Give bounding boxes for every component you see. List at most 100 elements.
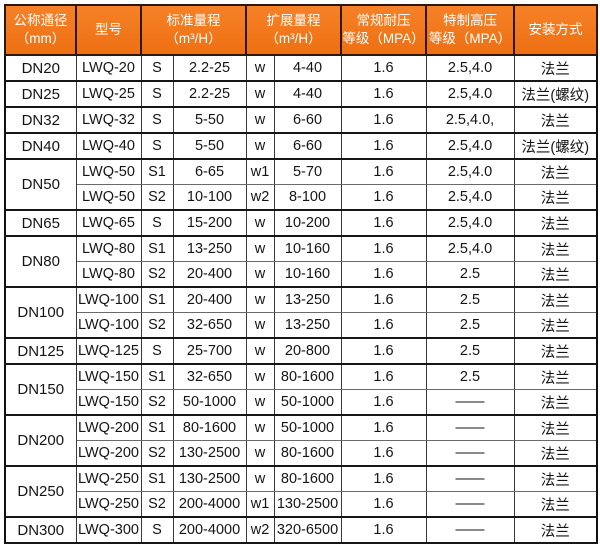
cell-dn: DN65	[4, 209, 77, 237]
cell-standard-range: 2.2-25	[172, 54, 247, 82]
cell-standard-code: S1	[140, 465, 174, 492]
cell-regular-pressure: 1.6	[340, 440, 427, 467]
cell-standard-range: 80-1600	[172, 414, 247, 441]
header-label: 特制高压	[443, 12, 497, 28]
table-row: LWQ-100 S2 32-650 w 13-250 1.6 2.5 法兰	[5, 312, 598, 339]
cell-high-pressure: 2.5,4.0	[425, 132, 515, 160]
cell-dn: DN125	[4, 337, 77, 365]
table-row: DN80 LWQ-80 S1 13-250 w 10-160 1.6 2.5,4.0 法兰	[4, 235, 598, 288]
cell-standard-code: S1	[140, 363, 174, 390]
flow-meter-spec-table: 公称通径 （mm） 型号 标准量程 （m³/H） 扩展量程 （m³/H） 常规耐…	[4, 4, 598, 544]
cell-extended-range: 4-40	[273, 80, 342, 108]
header-unit: 等级（MPA）	[342, 31, 425, 46]
cell-regular-pressure: 1.6	[340, 209, 427, 237]
header-unit: （mm）	[15, 31, 66, 46]
cell-installation: 法兰	[513, 389, 598, 416]
cell-installation: 法兰	[513, 106, 598, 134]
cell-standard-code: S1	[140, 235, 174, 262]
cell-extended-range: 8-100	[273, 184, 342, 211]
cell-installation: 法兰	[513, 491, 598, 518]
cell-regular-pressure: 1.6	[340, 80, 427, 108]
cell-regular-pressure: 1.6	[340, 261, 427, 288]
cell-standard-code: S1	[140, 286, 174, 313]
table-row: DN50 LWQ-50 S1 6-65 w1 5-70 1.6 2.5,4.0 法兰	[4, 158, 598, 211]
table-row: LWQ-80 S2 20-400 w 10-160 1.6 2.5 法兰	[5, 261, 598, 288]
cell-high-pressure: 2.5,4.0	[425, 54, 515, 82]
cell-model: LWQ-65	[75, 209, 142, 237]
cell-dn: DN150	[4, 363, 77, 416]
cell-extended-code: w	[245, 209, 275, 237]
cell-high-pressure: 2.5	[425, 312, 515, 339]
cell-extended-code: w	[245, 465, 275, 492]
cell-installation: 法兰(螺纹)	[513, 80, 598, 108]
cell-standard-code: S2	[140, 389, 174, 416]
cell-extended-code: w	[245, 389, 275, 416]
cell-model: LWQ-300	[75, 516, 142, 544]
cell-installation: 法兰(螺纹)	[513, 132, 598, 160]
cell-regular-pressure: 1.6	[340, 132, 427, 160]
cell-regular-pressure: 1.6	[340, 491, 427, 518]
cell-high-pressure: ——	[425, 389, 515, 416]
cell-extended-range: 130-2500	[273, 491, 342, 518]
cell-installation: 法兰	[513, 440, 598, 467]
cell-standard-range: 200-4000	[172, 516, 247, 544]
table-row: DN20 LWQ-20 S 2.2-25 w 4-40 1.6 2.5,4.0 法兰	[4, 54, 598, 82]
table-row: DN40 LWQ-40 S 5-50 w 6-60 1.6 2.5,4.0 法兰(螺纹)	[4, 132, 598, 160]
cell-dn: DN200	[4, 414, 77, 467]
cell-high-pressure: ——	[425, 465, 515, 492]
cell-model: LWQ-20	[75, 54, 142, 82]
cell-dn: DN20	[4, 54, 77, 82]
cell-standard-code: S	[140, 209, 174, 237]
cell-regular-pressure: 1.6	[340, 414, 427, 441]
cell-standard-code: S2	[140, 184, 174, 211]
cell-model: LWQ-80	[75, 261, 142, 288]
cell-extended-range: 50-1000	[273, 389, 342, 416]
cell-regular-pressure: 1.6	[340, 54, 427, 82]
cell-standard-code: S	[140, 80, 174, 108]
cell-standard-code: S1	[140, 414, 174, 441]
cell-model: LWQ-250	[75, 465, 142, 492]
col-header-extended-range: 扩展量程 （m³/H）	[245, 4, 342, 56]
cell-high-pressure: ——	[425, 440, 515, 467]
cell-standard-range: 5-50	[172, 106, 247, 134]
cell-model: LWQ-200	[75, 414, 142, 441]
cell-dn: DN300	[4, 516, 77, 544]
cell-model: LWQ-50	[75, 158, 142, 185]
cell-extended-code: w	[245, 312, 275, 339]
cell-extended-range: 10-160	[273, 235, 342, 262]
cell-standard-range: 20-400	[172, 261, 247, 288]
cell-high-pressure: 2.5,4.0	[425, 209, 515, 237]
cell-extended-range: 5-70	[273, 158, 342, 185]
cell-standard-code: S	[140, 132, 174, 160]
cell-high-pressure: 2.5,4.0	[425, 184, 515, 211]
cell-regular-pressure: 1.6	[340, 312, 427, 339]
cell-installation: 法兰	[513, 286, 598, 313]
table-row: LWQ-150 S2 50-1000 w 50-1000 1.6 —— 法兰	[5, 389, 598, 416]
cell-dn: DN25	[4, 80, 77, 108]
cell-regular-pressure: 1.6	[340, 337, 427, 365]
cell-standard-code: S1	[140, 158, 174, 185]
col-header-nominal-diameter: 公称通径 （mm）	[4, 4, 77, 56]
cell-high-pressure: 2.5	[425, 363, 515, 390]
cell-installation: 法兰	[513, 184, 598, 211]
cell-standard-range: 25-700	[172, 337, 247, 365]
cell-model: LWQ-40	[75, 132, 142, 160]
cell-model: LWQ-125	[75, 337, 142, 365]
cell-standard-code: S	[140, 54, 174, 82]
cell-extended-range: 13-250	[273, 312, 342, 339]
cell-model: LWQ-150	[75, 389, 142, 416]
cell-model: LWQ-150	[75, 363, 142, 390]
cell-model: LWQ-200	[75, 440, 142, 467]
cell-extended-range: 10-160	[273, 261, 342, 288]
header-label: 安装方式	[528, 21, 583, 37]
cell-installation: 法兰	[513, 414, 598, 441]
cell-standard-range: 15-200	[172, 209, 247, 237]
table-row: DN25 LWQ-25 S 2.2-25 w 4-40 1.6 2.5,4.0 法兰(螺纹)	[4, 80, 598, 108]
cell-standard-code: S2	[140, 491, 174, 518]
table-row: DN125 LWQ-125 S 25-700 w 20-800 1.6 2.5 法兰	[4, 337, 598, 365]
cell-standard-range: 13-250	[172, 235, 247, 262]
cell-standard-range: 50-1000	[172, 389, 247, 416]
cell-regular-pressure: 1.6	[340, 158, 427, 185]
cell-extended-code: w	[245, 363, 275, 390]
